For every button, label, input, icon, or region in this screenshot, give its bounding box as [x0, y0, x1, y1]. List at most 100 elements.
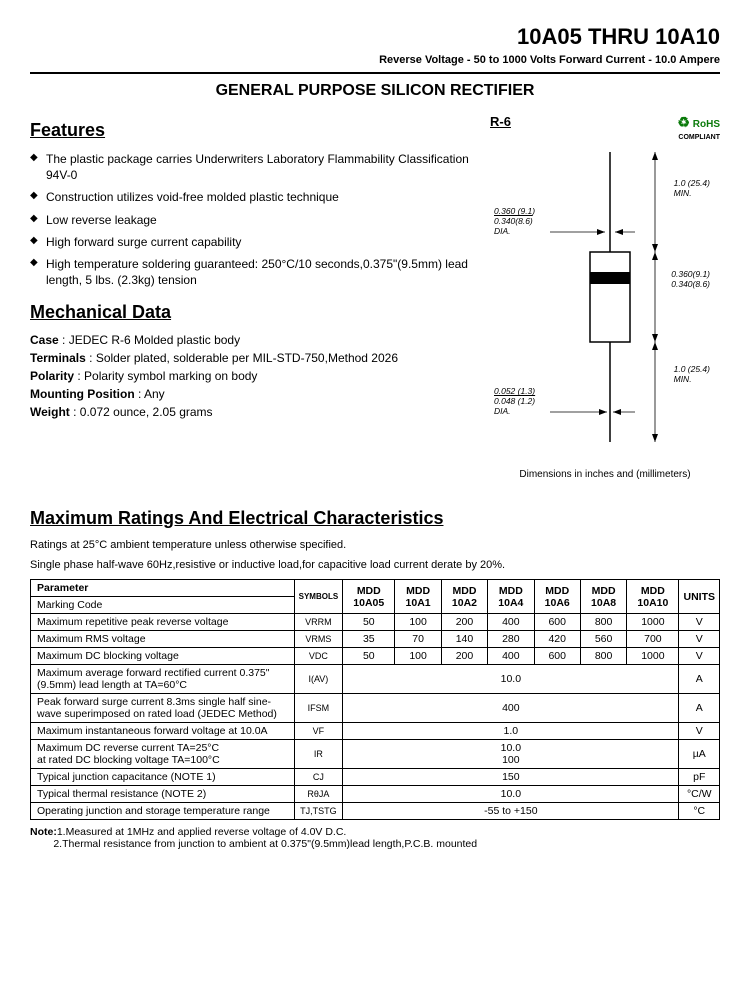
feature-item: Low reverse leakage: [30, 212, 482, 228]
param-cell: Maximum DC blocking voltage: [31, 648, 295, 665]
value-cell: 1000: [627, 648, 679, 665]
feature-item: High temperature soldering guaranteed: 2…: [30, 256, 482, 288]
polarity-value: : Polarity symbol marking on body: [77, 369, 257, 383]
col-part: MDD 10A2: [441, 580, 487, 614]
param-cell: Maximum repetitive peak reverse voltage: [31, 614, 295, 631]
value-cell: 800: [580, 614, 626, 631]
col-part: MDD 10A8: [580, 580, 626, 614]
rohs-icon: ♻ RoHS COMPLIANT: [677, 114, 720, 142]
weight-label: Weight: [30, 405, 70, 419]
value-cell: 400: [488, 648, 534, 665]
units-cell: A: [679, 665, 720, 694]
units-cell: V: [679, 631, 720, 648]
mech-data: Case : JEDEC R-6 Molded plastic body Ter…: [30, 333, 482, 419]
wire-dia-top: 0.052 (1.3): [494, 386, 535, 396]
symbol-cell: VRMS: [294, 631, 343, 648]
value-span-cell: 10.0100: [343, 740, 679, 769]
feature-item: High forward surge current capability: [30, 234, 482, 250]
ratings-note-2: Single phase half-wave 60Hz,resistive or…: [30, 559, 720, 571]
value-cell: 1000: [627, 614, 679, 631]
param-cell: Maximum instantaneous forward voltage at…: [31, 723, 295, 740]
param-cell: Operating junction and storage temperatu…: [31, 803, 295, 820]
param-cell: Maximum RMS voltage: [31, 631, 295, 648]
param-cell: Peak forward surge current 8.3ms single …: [31, 694, 295, 723]
lead-dia-top: 0.360 (9.1): [494, 206, 535, 216]
value-cell: 100: [395, 614, 441, 631]
value-cell: 140: [441, 631, 487, 648]
ratings-note-1: Ratings at 25°C ambient temperature unle…: [30, 539, 720, 551]
symbol-cell: VF: [294, 723, 343, 740]
lead-length: 1.0 (25.4): [674, 178, 710, 188]
package-label: R-6: [490, 114, 511, 129]
symbol-cell: VRRM: [294, 614, 343, 631]
value-cell: 600: [534, 614, 580, 631]
lead-dia-bot: 0.340(8.6): [494, 216, 533, 226]
symbol-cell: VDC: [294, 648, 343, 665]
footnote: Note:1.Measured at 1MHz and applied reve…: [30, 826, 720, 850]
param-cell: Maximum DC reverse current TA=25°Cat rat…: [31, 740, 295, 769]
value-cell: 35: [343, 631, 395, 648]
value-cell: 700: [627, 631, 679, 648]
min-label-bot: MIN.: [674, 374, 692, 384]
col-parameter: Parameter: [31, 580, 295, 597]
value-cell: 70: [395, 631, 441, 648]
marking-code: Marking Code: [31, 597, 295, 614]
features-list: The plastic package carries Underwriters…: [30, 151, 482, 288]
param-cell: Typical thermal resistance (NOTE 2): [31, 786, 295, 803]
value-cell: 400: [488, 614, 534, 631]
terminals-label: Terminals: [30, 351, 86, 365]
value-cell: 280: [488, 631, 534, 648]
value-cell: 50: [343, 648, 395, 665]
value-span-cell: 10.0: [343, 665, 679, 694]
symbol-cell: CJ: [294, 769, 343, 786]
ratings-heading: Maximum Ratings And Electrical Character…: [30, 508, 720, 529]
case-value: : JEDEC R-6 Molded plastic body: [62, 333, 240, 347]
terminals-value: : Solder plated, solderable per MIL-STD-…: [89, 351, 398, 365]
units-cell: V: [679, 614, 720, 631]
symbol-cell: IFSM: [294, 694, 343, 723]
units-cell: pF: [679, 769, 720, 786]
features-heading: Features: [30, 120, 482, 141]
col-units: UNITS: [679, 580, 720, 614]
dia-label-bot: DIA.: [494, 406, 511, 416]
page-subtitle: Reverse Voltage - 50 to 1000 Volts Forwa…: [30, 54, 720, 66]
feature-item: The plastic package carries Underwriters…: [30, 151, 482, 183]
lead-length-bot: 1.0 (25.4): [674, 364, 710, 374]
col-part: MDD 10A1: [395, 580, 441, 614]
spec-table: Parameter SYMBOLS MDD 10A05 MDD 10A1 MDD…: [30, 579, 720, 820]
value-cell: 420: [534, 631, 580, 648]
col-part: MDD 10A10: [627, 580, 679, 614]
col-part: MDD 10A4: [488, 580, 534, 614]
divider: [30, 72, 720, 74]
diagram-caption: Dimensions in inches and (millimeters): [490, 469, 720, 480]
col-symbols: SYMBOLS: [294, 580, 343, 614]
value-span-cell: 400: [343, 694, 679, 723]
mounting-label: Mounting Position: [30, 387, 135, 401]
value-cell: 200: [441, 648, 487, 665]
value-cell: 200: [441, 614, 487, 631]
body-dim-bot: 0.340(8.6): [671, 279, 710, 289]
value-cell: 100: [395, 648, 441, 665]
wire-dia-bot: 0.048 (1.2): [494, 396, 535, 406]
package-diagram: R-6 ♻ RoHS COMPLIANT: [490, 114, 720, 465]
symbol-cell: IR: [294, 740, 343, 769]
min-label: MIN.: [674, 188, 692, 198]
mech-heading: Mechanical Data: [30, 302, 482, 323]
value-cell: 600: [534, 648, 580, 665]
symbol-cell: RθJA: [294, 786, 343, 803]
value-span-cell: 1.0: [343, 723, 679, 740]
units-cell: V: [679, 723, 720, 740]
symbol-cell: TJ,TSTG: [294, 803, 343, 820]
value-cell: 560: [580, 631, 626, 648]
feature-item: Construction utilizes void-free molded p…: [30, 189, 482, 205]
units-cell: V: [679, 648, 720, 665]
page-title: 10A05 THRU 10A10: [30, 24, 720, 50]
value-cell: 800: [580, 648, 626, 665]
symbol-cell: I(AV): [294, 665, 343, 694]
body-dim-top: 0.360(9.1): [671, 269, 710, 279]
value-span-cell: 10.0: [343, 786, 679, 803]
value-span-cell: -55 to +150: [343, 803, 679, 820]
value-span-cell: 150: [343, 769, 679, 786]
polarity-label: Polarity: [30, 369, 74, 383]
param-cell: Maximum average forward rectified curren…: [31, 665, 295, 694]
